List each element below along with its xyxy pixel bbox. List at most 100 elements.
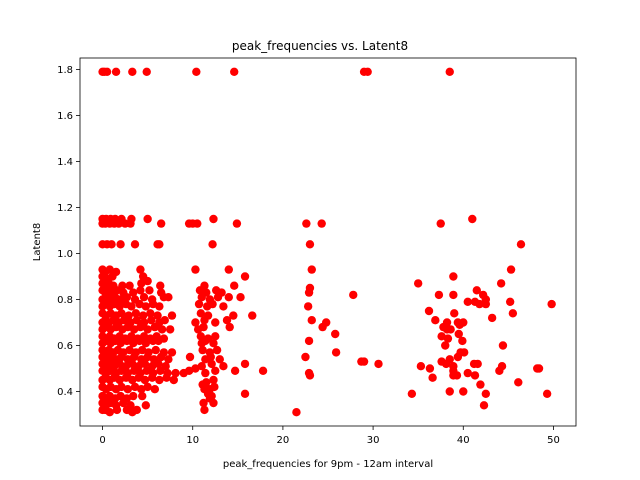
data-point [136,286,145,295]
data-point [114,219,123,228]
data-point [141,339,151,348]
data-point [135,299,144,309]
data-point [171,368,180,378]
data-point [111,322,121,332]
data-point [434,290,444,300]
data-point [136,265,145,274]
data-point [472,286,481,295]
data-point [196,309,206,318]
data-point [481,389,491,398]
data-point [105,265,114,274]
data-point [197,362,206,371]
x-tick-label: 20 [277,435,290,446]
data-point [128,375,137,385]
data-point [207,391,216,401]
data-point [162,373,171,382]
data-point [191,364,200,373]
data-point [219,302,228,311]
data-point [129,325,139,334]
y-tick-label: 1.0 [57,249,73,260]
data-point [115,375,124,385]
data-point [115,302,124,311]
data-point [547,299,556,309]
data-point [305,240,315,249]
data-point [304,336,314,346]
data-point [230,67,239,77]
data-point [156,281,165,290]
data-point [219,362,228,371]
data-point [201,336,210,346]
data-point [200,316,209,325]
data-point [117,352,126,362]
data-point [475,299,484,309]
data-point [211,318,220,327]
data-point [156,219,166,228]
data-point [428,373,437,382]
data-point [191,318,200,327]
x-axis-ticks: 0 10 20 30 40 50 [99,426,560,446]
data-point [459,387,468,396]
data-point [449,272,458,281]
data-point [508,309,518,318]
data-point [424,306,434,316]
data-point [139,293,149,302]
data-point [425,364,435,373]
data-point [119,316,129,325]
data-point [130,240,140,249]
data-point [468,214,477,224]
data-point [197,293,206,302]
data-point [137,385,146,394]
data-point [463,368,472,378]
data-point [240,272,250,281]
data-point [498,341,508,350]
data-point [229,311,238,320]
data-point [157,325,167,334]
data-point [125,281,134,290]
data-point [292,408,301,417]
data-point [138,345,147,355]
data-point [363,67,372,77]
data-point [307,316,316,325]
data-point [138,311,148,320]
data-point [302,219,311,228]
data-point [301,352,310,362]
x-tick-label: 40 [457,435,470,446]
data-point [248,311,257,320]
data-point [102,67,112,77]
data-point [116,339,125,348]
data-point [431,316,440,325]
data-point [200,405,209,415]
data-point [307,265,316,274]
data-point [258,366,268,375]
data-point [131,309,141,318]
data-point [304,288,314,297]
data-point [191,265,200,274]
data-point [240,359,250,369]
data-point [516,240,526,249]
y-tick-label: 1.2 [57,203,73,214]
data-point [374,359,383,369]
data-point [479,401,489,410]
data-point [117,309,126,318]
data-point [240,389,250,398]
data-point [446,325,455,334]
data-point [458,336,467,346]
data-point [413,279,423,288]
data-point [156,366,165,375]
data-point [470,371,480,380]
data-point [142,67,151,77]
data-point [496,279,506,288]
data-point [193,219,202,228]
data-point [164,355,173,364]
data-point [112,405,122,415]
data-point [142,366,151,375]
data-point [463,297,472,306]
data-point [209,375,218,385]
data-point [137,279,146,288]
data-point [192,67,201,77]
data-point [150,385,160,394]
data-point [117,382,126,392]
data-point [481,299,491,309]
data-point [207,359,216,369]
data-point [407,389,417,398]
